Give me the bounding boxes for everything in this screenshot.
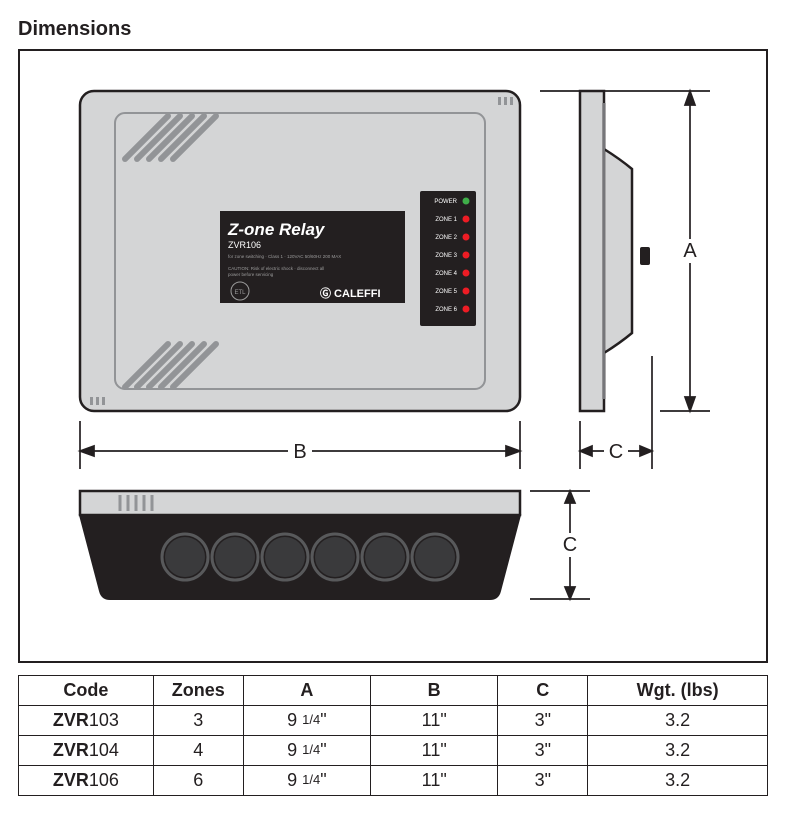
col-c: C <box>498 676 588 706</box>
svg-text:ZONE 1: ZONE 1 <box>435 217 457 223</box>
svg-text:ZONE 5: ZONE 5 <box>435 289 457 295</box>
col-zones: Zones <box>153 676 243 706</box>
front-view: Z-one Relay ZVR106 for zone switching · … <box>80 91 520 411</box>
svg-text:ETL: ETL <box>234 290 246 296</box>
cell-zones: 4 <box>153 736 243 766</box>
cell-a: 9 1/4" <box>243 766 370 796</box>
cell-b: 11" <box>371 766 498 796</box>
led-zone-4: ZONE 4 <box>435 270 469 278</box>
section-title: Dimensions <box>18 18 769 41</box>
svg-text:CAUTION: Risk of electric shoc: CAUTION: Risk of electric shock · discon… <box>228 266 324 271</box>
svg-text:ZONE 6: ZONE 6 <box>435 307 457 313</box>
cell-a: 9 1/4" <box>243 736 370 766</box>
brand-text: Ⓖ CALEFFI <box>320 286 381 300</box>
cell-code: ZVR106 <box>19 766 154 796</box>
cell-zones: 6 <box>153 766 243 796</box>
led-zone-2: ZONE 2 <box>435 234 469 242</box>
table-header-row: Code Zones A B C Wgt. (lbs) <box>19 676 768 706</box>
cell-c: 3" <box>498 706 588 736</box>
cell-code: ZVR103 <box>19 706 154 736</box>
svg-text:POWER: POWER <box>434 199 457 205</box>
col-code: Code <box>19 676 154 706</box>
svg-text:ZONE 4: ZONE 4 <box>435 271 457 277</box>
svg-text:ZONE 2: ZONE 2 <box>435 235 457 241</box>
cell-b: 11" <box>371 736 498 766</box>
led-zone-5: ZONE 5 <box>435 288 469 296</box>
col-b: B <box>371 676 498 706</box>
svg-text:ZONE 3: ZONE 3 <box>435 253 457 259</box>
col-a: A <box>243 676 370 706</box>
cell-b: 11" <box>371 706 498 736</box>
svg-text:A: A <box>683 240 697 262</box>
cell-wgt: 3.2 <box>588 706 768 736</box>
table-row: ZVR106 6 9 1/4" 11" 3" 3.2 <box>19 766 768 796</box>
svg-text:C: C <box>609 441 623 463</box>
led-power: POWER <box>434 198 469 206</box>
dimension-c-vertical: C <box>530 491 590 599</box>
product-name-text: Z-one Relay <box>227 220 326 239</box>
cell-c: 3" <box>498 736 588 766</box>
svg-text:B: B <box>293 441 306 463</box>
cell-wgt: 3.2 <box>588 766 768 796</box>
side-view <box>580 91 650 411</box>
led-zone-3: ZONE 3 <box>435 252 469 260</box>
cell-code: ZVR104 <box>19 736 154 766</box>
table-row: ZVR104 4 9 1/4" 11" 3" 3.2 <box>19 736 768 766</box>
table-row: ZVR103 3 9 1/4" 11" 3" 3.2 <box>19 706 768 736</box>
led-zone-6: ZONE 6 <box>435 306 469 314</box>
dimensions-table: Code Zones A B C Wgt. (lbs) ZVR103 3 9 1… <box>18 675 768 796</box>
col-wgt: Wgt. (lbs) <box>588 676 768 706</box>
dimension-b: B <box>80 421 520 469</box>
svg-text:for zone switching · Class 1 ·: for zone switching · Class 1 · 120VAC 50… <box>228 254 341 259</box>
product-model-text: ZVR106 <box>228 240 261 250</box>
side-connector-icon <box>640 247 650 265</box>
cell-wgt: 3.2 <box>588 736 768 766</box>
cell-zones: 3 <box>153 706 243 736</box>
cell-c: 3" <box>498 766 588 796</box>
svg-text:power before servicing: power before servicing <box>228 272 274 277</box>
svg-text:C: C <box>563 534 577 556</box>
cell-a: 9 1/4" <box>243 706 370 736</box>
dimensions-diagram: Z-one Relay ZVR106 for zone switching · … <box>18 49 768 663</box>
led-zone-1: ZONE 1 <box>435 216 469 224</box>
bottom-view <box>80 491 520 599</box>
